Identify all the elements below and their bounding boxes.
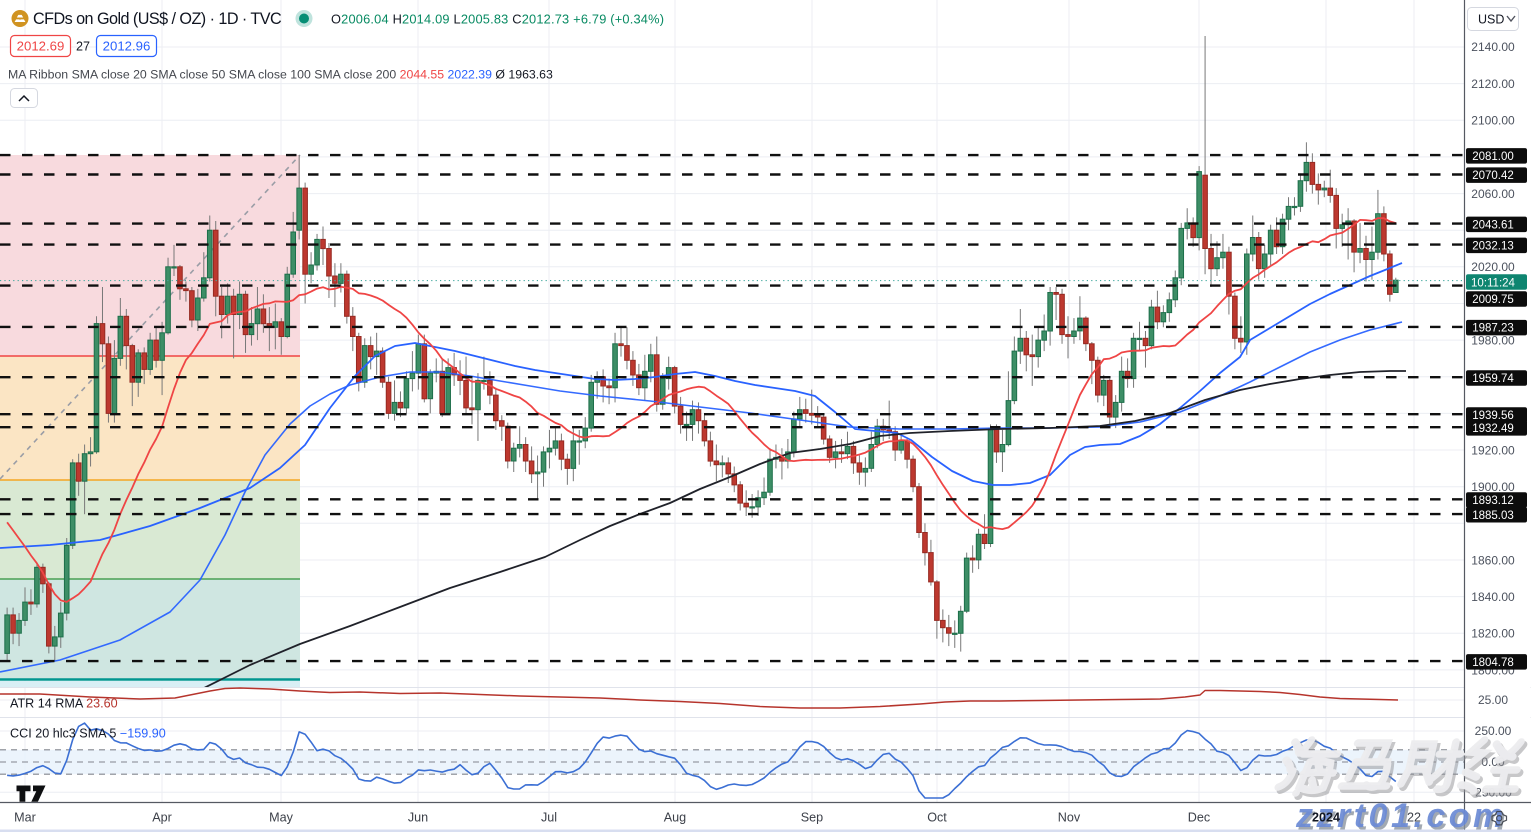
svg-text:2081.00: 2081.00 [1472,151,1514,163]
svg-text:zzrt01.com: zzrt01.com [1295,797,1507,832]
svg-text:Jun: Jun [408,811,428,825]
svg-text:1804.78: 1804.78 [1472,657,1514,669]
svg-text:Nov: Nov [1058,811,1081,825]
svg-text:1987.23: 1987.23 [1472,323,1514,335]
svg-text:CCI 20 hlc3 SMA 5 −159.90: CCI 20 hlc3 SMA 5 −159.90 [10,727,166,741]
svg-text:O2006.04 H2014.09 L2005.83 C20: O2006.04 H2014.09 L2005.83 C2012.73 +6.7… [331,11,664,26]
svg-text:2024: 2024 [1312,811,1340,825]
svg-text:250.00: 250.00 [1475,724,1512,738]
svg-text:Sep: Sep [801,811,823,825]
svg-text:MA Ribbon SMA close 20 SMA clo: MA Ribbon SMA close 20 SMA close 50 SMA … [8,68,553,82]
svg-text:1893.12: 1893.12 [1472,495,1514,507]
svg-text:Jul: Jul [541,811,557,825]
svg-text:ATR 14 RMA 23.60: ATR 14 RMA 23.60 [10,697,118,711]
svg-text:2009.75: 2009.75 [1472,294,1514,306]
svg-text:1860.00: 1860.00 [1471,553,1515,567]
svg-text:2012.96: 2012.96 [103,39,151,54]
svg-text:2140.00: 2140.00 [1471,40,1515,54]
svg-text:Mar: Mar [14,811,36,825]
svg-text:2012.69: 2012.69 [17,39,65,54]
svg-text:1840.00: 1840.00 [1471,590,1515,604]
svg-text:1900.00: 1900.00 [1471,480,1515,494]
svg-text:1959.74: 1959.74 [1472,373,1514,385]
svg-text:1820.00: 1820.00 [1471,627,1515,641]
svg-text:25.00: 25.00 [1478,693,1508,707]
svg-text:22: 22 [1407,811,1421,825]
svg-text:CFDs on Gold (US$ / OZ) · 1D ·: CFDs on Gold (US$ / OZ) · 1D · TVC [33,10,282,28]
svg-text:2032.13: 2032.13 [1472,240,1514,252]
svg-text:Oct: Oct [927,811,947,825]
svg-text:2060.00: 2060.00 [1471,187,1515,201]
svg-text:1939.56: 1939.56 [1472,410,1514,422]
svg-text:zzrt01.com: zzrt01.com [1298,800,1510,832]
svg-text:1920.00: 1920.00 [1471,443,1515,457]
svg-text:Aug: Aug [664,811,686,825]
svg-text:Apr: Apr [152,811,172,825]
svg-text:Dec: Dec [1188,811,1210,825]
svg-text:2120.00: 2120.00 [1471,77,1515,91]
svg-text:USD: USD [1478,13,1504,27]
svg-text:1980.00: 1980.00 [1471,334,1515,348]
svg-text:2100.00: 2100.00 [1471,114,1515,128]
svg-text:May: May [269,811,293,825]
svg-text:2043.61: 2043.61 [1472,219,1514,231]
svg-text:27: 27 [76,40,90,54]
svg-text:2070.42: 2070.42 [1472,170,1514,182]
svg-text:1885.03: 1885.03 [1472,510,1514,522]
svg-text:2020.00: 2020.00 [1471,260,1515,274]
svg-text:1932.49: 1932.49 [1472,423,1514,435]
svg-text:10:11:24: 10:11:24 [1471,277,1516,289]
